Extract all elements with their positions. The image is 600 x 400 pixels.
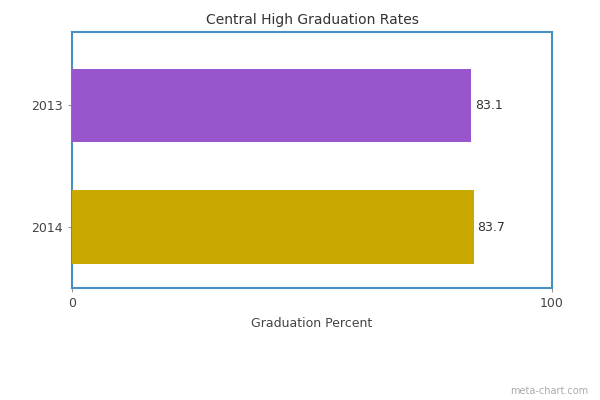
Bar: [72, 190, 474, 264]
X-axis label: Graduation Percent: Graduation Percent: [251, 317, 373, 330]
Title: Central High Graduation Rates: Central High Graduation Rates: [206, 13, 418, 27]
Text: meta-chart.com: meta-chart.com: [510, 386, 588, 396]
Text: 83.7: 83.7: [478, 220, 505, 234]
Bar: [72, 68, 471, 142]
Text: 83.1: 83.1: [475, 99, 502, 112]
